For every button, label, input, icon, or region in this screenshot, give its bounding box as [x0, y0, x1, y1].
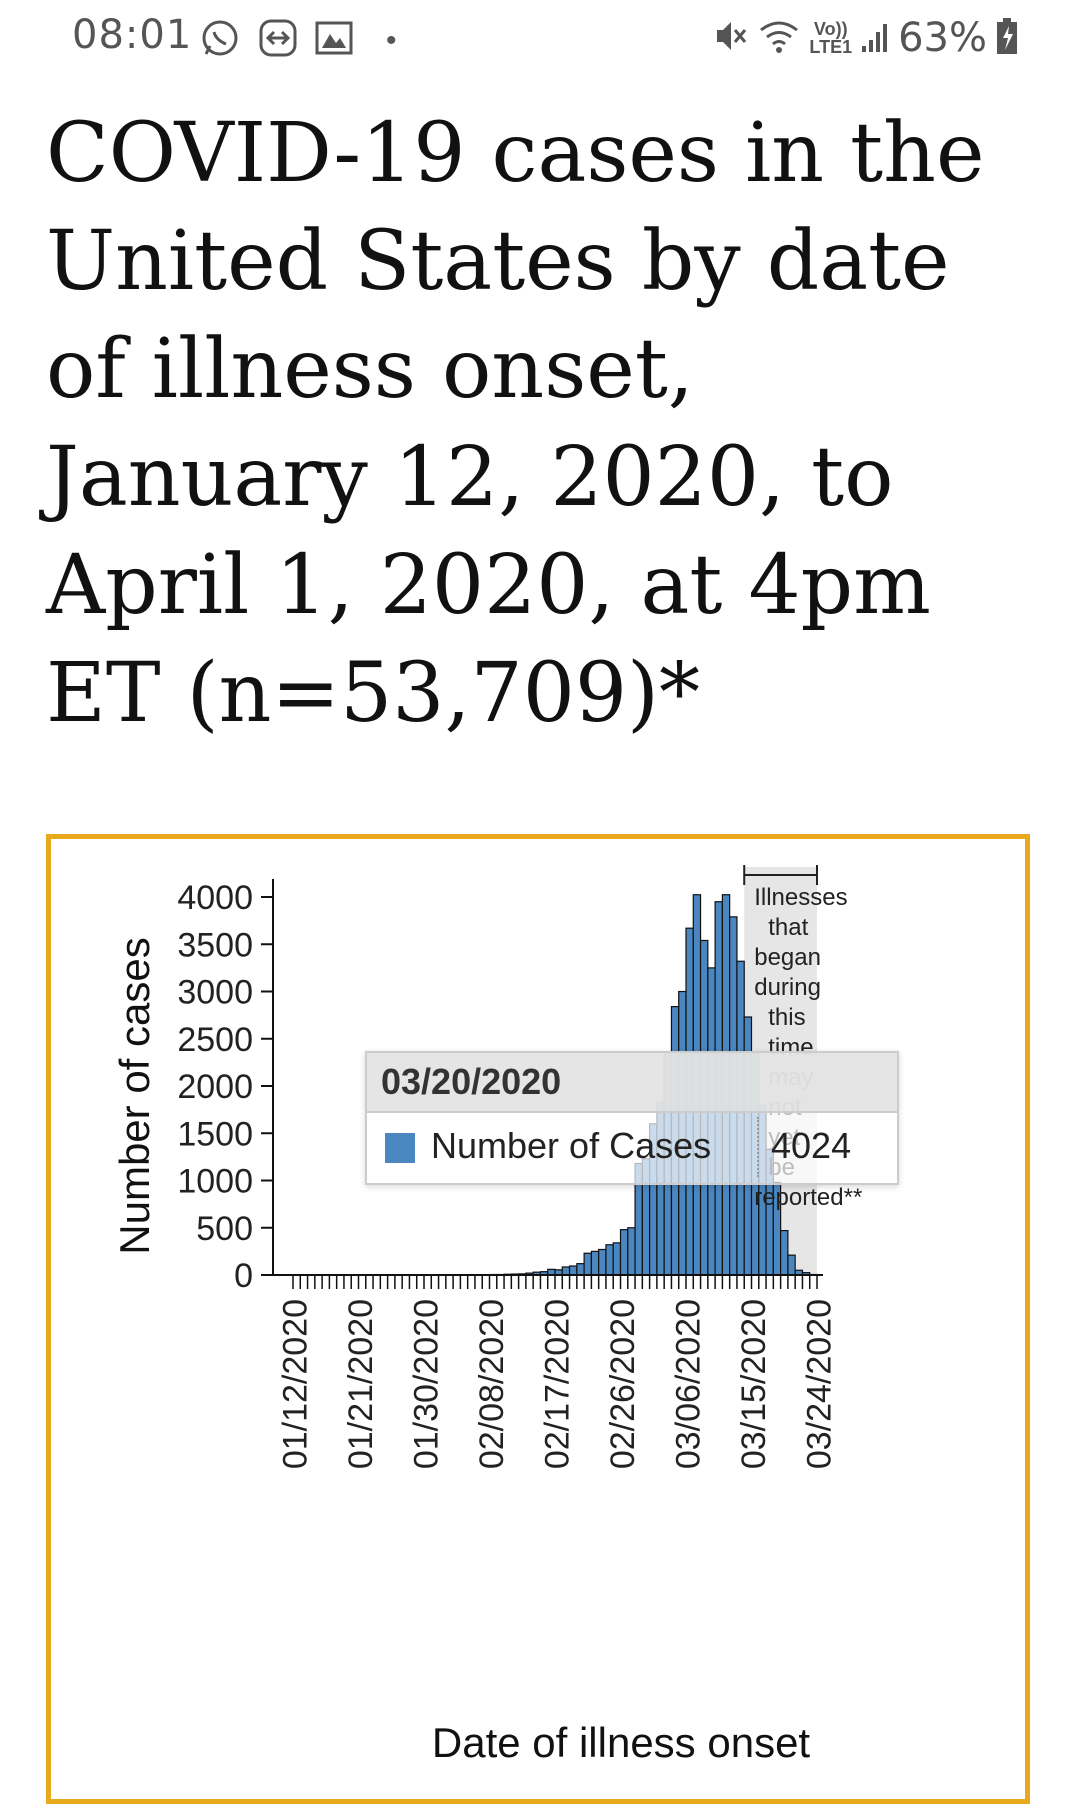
bar [619, 1229, 629, 1276]
bar [583, 1252, 592, 1276]
bar [605, 1244, 614, 1276]
bar [576, 1263, 585, 1276]
page-title: COVID-19 cases in the United States by d… [46, 106, 985, 741]
gallery-icon [314, 18, 354, 58]
chart-container: Illnessesthatbeganduringthistimemaynotye… [46, 834, 1030, 1804]
notification-dot: • [386, 24, 397, 57]
bar [561, 1266, 571, 1276]
x-tick-label: 03/06/2020 [670, 1299, 708, 1469]
tooltip-date: 03/20/2020 [367, 1053, 897, 1113]
x-tick-label: 02/17/2020 [539, 1299, 577, 1469]
battery-percent: 63% [898, 15, 987, 61]
mute-icon [709, 16, 749, 61]
y-tick-label: 1000 [177, 1163, 253, 1201]
x-tick-label: 01/30/2020 [408, 1299, 446, 1469]
battery-charging-icon [995, 16, 1019, 61]
chart-svg: Illnessesthatbeganduringthistimemaynotye… [111, 865, 862, 1766]
tooltip-row: Number of Cases 4024 [367, 1113, 897, 1181]
volte-bottom: LTE1 [809, 37, 853, 57]
y-tick-label: 2000 [177, 1068, 253, 1106]
bar [787, 1254, 796, 1276]
status-right: Vo)) LTE1 63% [709, 10, 1019, 66]
signal-icon [860, 16, 890, 61]
y-tick-label: 500 [196, 1210, 253, 1248]
volte-top: Vo)) [813, 19, 848, 39]
tooltip-value: 4024 [771, 1125, 852, 1166]
x-axis-title: Date of illness onset [432, 1719, 811, 1766]
x-tick-label: 01/21/2020 [342, 1299, 380, 1469]
tooltip-series-label: Number of Cases [431, 1125, 712, 1166]
wifi-icon [757, 16, 801, 61]
tooltip-separator [757, 1117, 759, 1177]
tooltip-swatch [385, 1133, 415, 1163]
y-tick-label: 0 [234, 1257, 253, 1295]
unreported-annotation-word: during [754, 974, 821, 1001]
bar [612, 1242, 622, 1276]
unreported-annotation-word: reported** [754, 1184, 862, 1211]
x-tick-label: 03/15/2020 [735, 1299, 773, 1469]
bar [598, 1248, 607, 1276]
status-bar: 08:01 • Vo)) LTE1 63% [0, 0, 1079, 80]
status-time: 08:01 [72, 12, 193, 58]
y-tick-label: 1500 [177, 1115, 253, 1153]
bar [568, 1265, 578, 1276]
volte-label: Vo)) LTE1 [809, 20, 852, 56]
unreported-annotation-word: that [768, 914, 808, 941]
y-tick-label: 3000 [177, 974, 253, 1012]
sync-icon [258, 18, 298, 58]
y-tick-label: 3500 [177, 926, 253, 964]
bar [627, 1227, 636, 1276]
y-tick-label: 2500 [177, 1021, 253, 1059]
x-tick-label: 02/08/2020 [473, 1299, 511, 1469]
y-axis-title: Number of cases [111, 937, 158, 1254]
x-tick-label: 03/24/2020 [801, 1299, 839, 1469]
bar [590, 1250, 600, 1276]
bar [780, 1229, 789, 1276]
whatsapp-icon [200, 18, 240, 58]
chart-tooltip: 03/20/2020 Number of Cases 4024 [365, 1051, 899, 1185]
unreported-annotation-word: began [754, 944, 821, 971]
x-tick-label: 02/26/2020 [604, 1299, 642, 1469]
unreported-annotation-word: Illnesses [754, 884, 847, 911]
x-tick-label: 01/12/2020 [277, 1299, 315, 1469]
unreported-annotation-word: this [768, 1004, 805, 1031]
y-tick-label: 4000 [177, 879, 253, 917]
